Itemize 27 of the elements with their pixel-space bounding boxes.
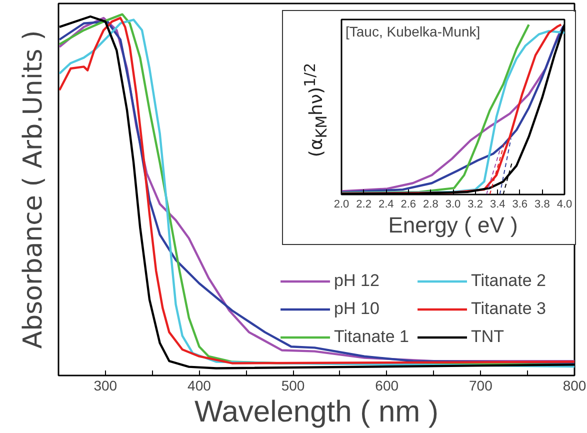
x-tick-label: 300 — [94, 378, 118, 394]
legend-label: Titanate 2 — [471, 271, 546, 291]
annotation: [Tauc, Kubelka-Munk] — [346, 24, 480, 40]
x-tick-label: 2.8 — [423, 198, 438, 210]
x-axis-title: Wavelength ( nm ) — [194, 396, 438, 428]
x-tick-label: 2.0 — [334, 198, 350, 210]
legend-label: TNT — [471, 327, 504, 347]
x-tick-label: 2.4 — [378, 198, 394, 210]
legend-label: pH 10 — [334, 299, 380, 319]
x-tick-label: 4.0 — [556, 198, 572, 210]
legend-label: pH 12 — [334, 271, 380, 291]
y-axis-title: Absorbance ( Arb.Units ) — [18, 30, 48, 349]
x-tick-label: 600 — [375, 378, 399, 394]
x-axis-title: Energy ( eV ) — [388, 212, 518, 238]
x-tick-label: 3.8 — [534, 198, 550, 210]
x-tick-label: 3.2 — [468, 198, 483, 210]
x-tick-label: 3.6 — [512, 198, 528, 210]
legend-label: Titanate 1 — [334, 327, 410, 347]
legend-label: Titanate 3 — [471, 299, 546, 319]
x-tick-label: 2.2 — [356, 198, 372, 210]
x-tick-label: 500 — [281, 378, 305, 394]
x-tick-label: 700 — [469, 378, 493, 394]
x-tick-label: 3.4 — [490, 198, 506, 210]
x-tick-label: 400 — [188, 378, 212, 394]
x-tick-label: 2.6 — [400, 198, 416, 210]
x-tick-label: 800 — [562, 378, 586, 394]
x-tick-label: 3.0 — [445, 198, 461, 210]
